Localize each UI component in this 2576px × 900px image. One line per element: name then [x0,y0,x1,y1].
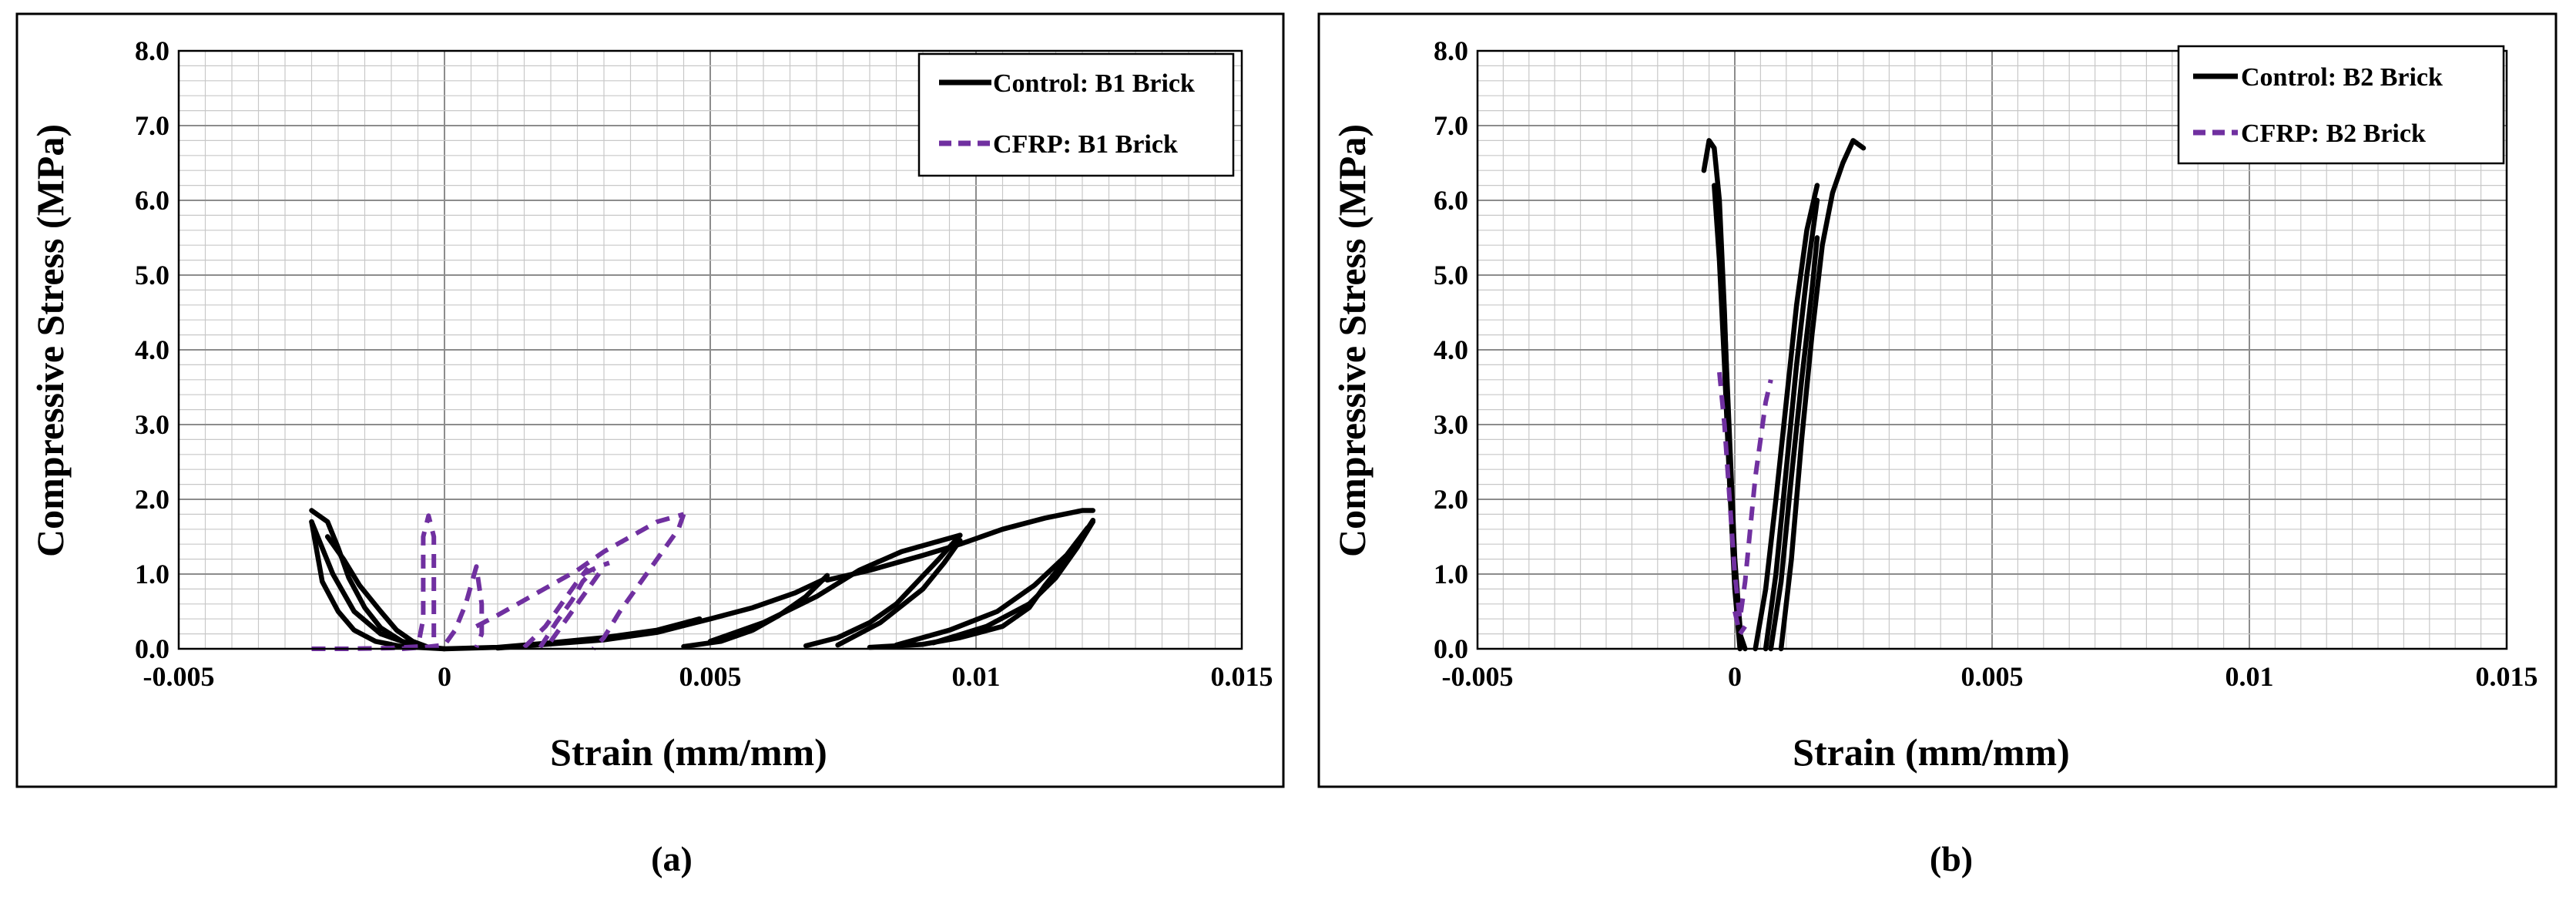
panel-b-x-ticks: -0.005 0 0.005 0.01 0.015 [1442,661,2538,692]
panel-b-y-tick-label: 8.0 [1434,35,1468,66]
panel-a-curve-cfrp [522,566,590,650]
panel-a-legend-control-label: Control: B1 Brick [993,69,1195,98]
panel-a-curve-control [309,519,415,648]
panel-a-y-tick-label: 6.0 [135,185,169,216]
panel-b-x-axis-label: Strain (mm/mm) [1793,730,2070,774]
panel-b-curve-cfrp [1717,371,1773,622]
panel-b-legend: Control: B2 Brick CFRP: B2 Brick [2177,45,2505,165]
panel-a-y-tick-label: 3.0 [135,409,169,440]
panel-a-x-tick-label: 0.005 [679,661,742,692]
panel-b-series-cfrp [1717,371,1773,636]
panel-b-y-tick-label: 0.0 [1434,633,1468,664]
panel-a-curve-cfrp [592,513,686,651]
panel-a-legend-cfrp-label: CFRP: B1 Brick [993,130,1178,159]
panel-b-curve-control [1763,197,1820,652]
panel-a-y-axis-label: Compressive Stress (MPa) [29,124,72,557]
panel-a-legend-box [917,52,1235,177]
panel-a-x-tick-label: -0.005 [143,661,215,692]
panel-b-y-tick-label: 3.0 [1434,409,1468,440]
panel-b-y-tick-label: 1.0 [1434,559,1468,589]
panel-a-y-tick-label: 5.0 [135,260,169,290]
panel-a-y-tick-label: 2.0 [135,484,169,515]
panel-a-y-tick-label: 7.0 [135,110,169,141]
panel-b-legend-cfrp-label: CFRP: B2 Brick [2241,119,2426,148]
panel-b-curves [1701,138,1867,652]
panel-b-x-tick-label: 0.015 [2476,661,2538,692]
panel-a-curve-control [309,519,448,652]
caption-b: (b) [1930,839,1973,878]
panel-b-y-tick-label: 5.0 [1434,260,1468,290]
panel-b-y-tick-label: 2.0 [1434,484,1468,515]
panel-a-x-axis-label: Strain (mm/mm) [550,730,827,774]
panel-b-curve-control [1768,235,1820,652]
panel-a-curve-control [835,538,963,648]
panel-a-curve-cfrp [582,560,610,576]
panel-b-x-tick-label: 0.005 [1961,661,2024,692]
panel-a-x-ticks: -0.005 0 0.005 0.01 0.015 [143,661,1273,692]
panel-a-y-ticks: 0.0 1.0 2.0 3.0 4.0 5.0 6.0 7.0 8.0 [135,35,169,664]
panel-b-y-tick-label: 7.0 [1434,110,1468,141]
panel-b-legend-control-label: Control: B2 Brick [2241,63,2443,92]
panel-a-curve-cfrp [548,565,606,643]
caption-a: (a) [651,839,693,878]
panel-b-x-tick-label: 0.01 [2225,661,2274,692]
panel-a-curve-control [803,532,963,649]
panel-b-curve-control [1753,183,1820,652]
panel-a-y-tick-label: 4.0 [135,334,169,365]
panel-b-plot-area [1476,49,2508,650]
panel-b-x-tick-label: 0 [1728,661,1742,692]
panel-a-y-tick-label: 1.0 [135,559,169,589]
panel-a-curve-control [324,534,431,650]
panel-a-curve-cfrp [575,512,685,573]
panel-a-curve-control [824,508,1096,583]
panel-a-curve-cfrp [475,568,579,629]
panel-b-y-tick-label: 6.0 [1434,185,1468,216]
panel-a-plot-area [177,49,1243,650]
panel-a-x-tick-label: 0.015 [1211,661,1273,692]
panel-a-y-tick-label: 0.0 [135,633,169,664]
panel-a: 0.0 1.0 2.0 3.0 4.0 5.0 6.0 7.0 8.0 -0.005 0 0.005… [29,35,1273,774]
panel-b: 0.0 1.0 2.0 3.0 4.0 5.0 6.0 7.0 8.0 -0.005 0 0.005… [1330,35,2538,774]
panel-a-x-tick-label: 0 [438,661,451,692]
panel-b-curve-control [1778,138,1867,652]
panel-a-curve-cfrp [538,569,595,649]
panel-a-legend: Control: B1 Brick CFRP: B1 Brick [917,52,1235,177]
panel-b-curve-cfrp [1732,610,1747,636]
panel-b-y-ticks: 0.0 1.0 2.0 3.0 4.0 5.0 6.0 7.0 8.0 [1434,35,1468,664]
panel-a-y-tick-label: 8.0 [135,35,169,66]
panel-b-y-axis-label: Compressive Stress (MPa) [1330,124,1374,557]
panel-a-curves [309,508,1096,652]
panel-b-legend-box [2177,45,2505,165]
panel-b-x-tick-label: -0.005 [1442,661,1514,692]
panel-a-series-cfrp [311,512,686,651]
panel-b-y-tick-label: 4.0 [1434,334,1468,365]
panel-a-curve-control [931,519,1096,646]
panel-a-x-tick-label: 0.01 [952,661,1001,692]
panel-a-curve-control [894,525,1091,648]
